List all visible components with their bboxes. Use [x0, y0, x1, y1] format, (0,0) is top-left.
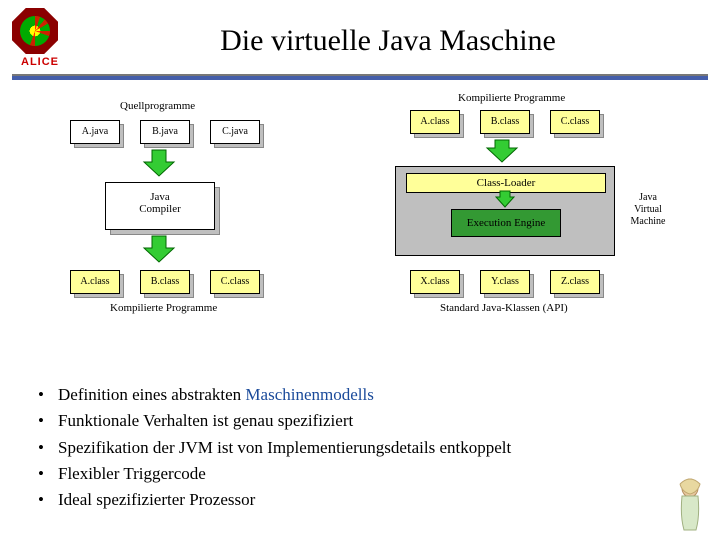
compiled-label-right-top: Kompilierte Programme — [458, 92, 565, 104]
header: ALICE Die virtuelle Java Maschine — [0, 0, 720, 68]
bullet-list: Definition eines abstrakten Maschinenmod… — [34, 382, 511, 514]
compiled-box: B.class — [480, 110, 530, 134]
std-box: Y.class — [480, 270, 530, 294]
bullet-item: Flexibler Triggercode — [34, 461, 511, 487]
source-label: Quellprogramme — [120, 100, 195, 112]
compiler-label: Java Compiler — [139, 191, 181, 215]
source-box: A.java — [70, 120, 120, 144]
compiled-label-left: Kompilierte Programme — [110, 302, 217, 314]
compiled-row-left: A.class B.class C.class — [70, 270, 260, 294]
arrow-down-icon — [142, 148, 176, 178]
arrow-down-icon — [485, 138, 519, 164]
jvm-diagram: Quellprogramme A.java B.java C.java Java… — [40, 92, 680, 352]
compiled-box: A.class — [410, 110, 460, 134]
bullet-item: Spezifikation der JVM ist von Implementi… — [34, 435, 511, 461]
compiler-box: Java Compiler — [105, 182, 215, 230]
page-title: Die virtuelle Java Maschine — [68, 18, 708, 58]
jvm-box: Class-Loader Execution Engine — [395, 166, 615, 256]
arrow-down-icon — [142, 234, 176, 264]
link-maschinenmodells[interactable]: Maschinenmodells — [245, 385, 373, 404]
compiled-box: B.class — [140, 270, 190, 294]
divider — [12, 74, 708, 80]
corner-illustration-icon — [668, 476, 712, 534]
source-box: B.java — [140, 120, 190, 144]
compiled-box: C.class — [210, 270, 260, 294]
compiled-row-right: A.class B.class C.class — [410, 110, 600, 134]
std-box: X.class — [410, 270, 460, 294]
compiled-box: C.class — [550, 110, 600, 134]
alice-logo: ALICE — [12, 8, 68, 68]
source-row: A.java B.java C.java — [70, 120, 260, 144]
std-label: Standard Java-Klassen (API) — [440, 302, 568, 314]
compiled-box: A.class — [70, 270, 120, 294]
bullet-item: Ideal spezifizierter Prozessor — [34, 487, 511, 513]
arrow-down-icon — [495, 190, 515, 208]
std-row: X.class Y.class Z.class — [410, 270, 600, 294]
bullet-item: Definition eines abstrakten Maschinenmod… — [34, 382, 511, 408]
source-box: C.java — [210, 120, 260, 144]
execution-engine: Execution Engine — [451, 209, 561, 237]
std-box: Z.class — [550, 270, 600, 294]
bullet-item: Funktionale Verhalten ist genau spezifiz… — [34, 408, 511, 434]
logo-text: ALICE — [12, 56, 68, 68]
jvm-side-label: Java Virtual Machine — [623, 192, 673, 228]
